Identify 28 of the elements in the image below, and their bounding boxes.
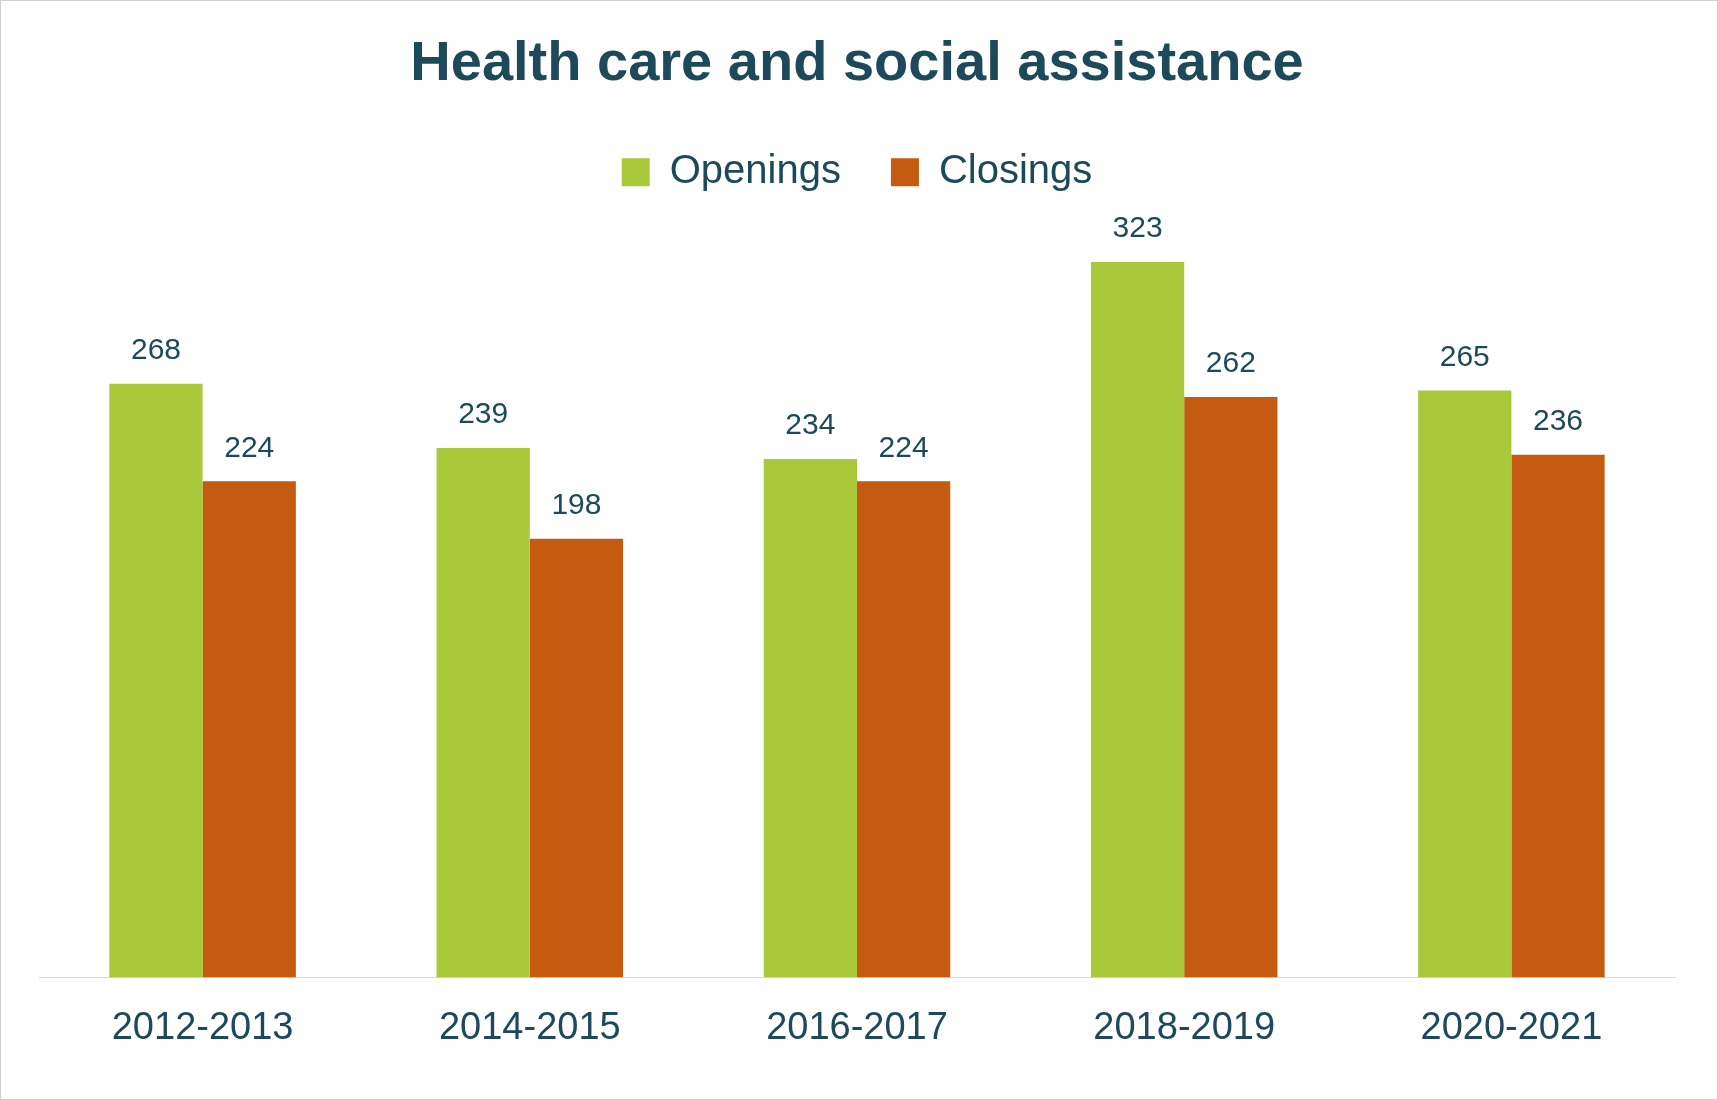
bar <box>529 538 624 978</box>
data-label: 268 <box>130 332 182 366</box>
bar <box>109 383 203 978</box>
x-tick-label: 2014-2015 <box>438 1004 621 1047</box>
bar <box>857 481 951 978</box>
data-label: 236 <box>1532 402 1584 436</box>
legend-label: Closings <box>938 147 1093 192</box>
bar <box>763 459 857 978</box>
bar <box>436 448 530 978</box>
bar <box>202 481 296 978</box>
data-label: 234 <box>785 407 836 441</box>
data-label: 262 <box>1205 345 1256 379</box>
data-label: 323 <box>1112 210 1163 244</box>
x-tick-label: 2020-2021 <box>1420 1004 1603 1047</box>
x-tick-label: 2016-2017 <box>766 1004 948 1047</box>
legend-label: Openings <box>669 147 841 192</box>
data-label: 224 <box>878 429 929 463</box>
data-label: 265 <box>1439 338 1490 372</box>
chart-title: Health care and social assistance <box>410 29 1304 93</box>
data-label: 224 <box>224 429 275 463</box>
bar <box>1418 390 1512 978</box>
bar <box>1511 454 1605 978</box>
bar <box>1090 262 1185 978</box>
data-label: 198 <box>551 487 602 521</box>
x-tick-label: 2018-2019 <box>1093 1004 1276 1047</box>
x-tick-label: 2012-2013 <box>111 1004 294 1047</box>
data-label: 239 <box>458 396 509 430</box>
bar <box>1184 397 1278 978</box>
